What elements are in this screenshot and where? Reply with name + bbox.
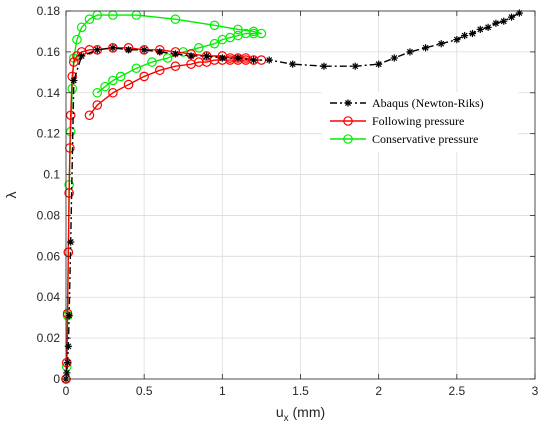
series-following-pressure-point (170, 61, 181, 71)
y-tick-label: 0.06 (37, 249, 61, 263)
y-tick-label: 0.16 (37, 45, 61, 59)
series-abaqus-newton-riks-point (234, 54, 242, 62)
series-conservative-pressure-point (108, 75, 118, 86)
x-tick-label: 2 (375, 384, 382, 398)
series-abaqus-newton-riks-point (67, 238, 75, 246)
series-abaqus-newton-riks-point (109, 44, 117, 52)
series-conservative-pressure-point (217, 34, 228, 45)
series-abaqus-newton-riks-point (375, 60, 383, 68)
series-abaqus-newton-riks-point (500, 17, 508, 25)
series-conservative-pressure-point (170, 14, 181, 24)
legend-label: Abaqus (Newton-Riks) (372, 96, 484, 110)
legend-marker (343, 134, 353, 144)
series-abaqus-newton-riks-point (78, 52, 86, 60)
series-conservative-pressure-point (233, 24, 243, 35)
x-tick-label: 1 (219, 384, 226, 398)
series-abaqus-newton-riks-point (187, 52, 195, 60)
series-abaqus-newton-riks-point (421, 44, 430, 52)
series-conservative-pressure-point (209, 38, 220, 49)
series-following-pressure-point (84, 110, 95, 121)
x-axis-label: ux (mm) (276, 404, 325, 424)
series-abaqus-newton-riks-point (65, 312, 73, 320)
series-abaqus-newton-riks-point (507, 13, 516, 21)
x-tick-label: 3 (532, 384, 539, 398)
series-abaqus-newton-riks-point (468, 29, 477, 38)
series-conservative-pressure-point (209, 20, 220, 31)
y-tick-label: 0.14 (37, 86, 61, 100)
x-tick-label: 1.5 (292, 384, 309, 398)
series-conservative-pressure-point (194, 42, 204, 53)
series-conservative-pressure-point (162, 53, 173, 63)
series-conservative-pressure-point (131, 63, 142, 74)
series-abaqus-newton-riks-point (437, 40, 445, 48)
series-following-pressure-point (139, 71, 149, 82)
legend-entry: Following pressure (330, 114, 464, 128)
series-abaqus-newton-riks-point (203, 52, 211, 60)
x-tick-label: 2.5 (448, 384, 465, 398)
legend: Abaqus (Newton-Riks) Following pressure Co… (322, 92, 518, 152)
legend-marker (344, 99, 352, 107)
series-abaqus-newton-riks-point (124, 46, 133, 54)
series-following-pressure-point (108, 87, 118, 98)
series-conservative-pressure-point (115, 71, 126, 82)
y-tick-label: 0.18 (37, 4, 61, 18)
x-tick-label: 0.5 (136, 384, 153, 398)
series-abaqus-newton-riks-point (406, 48, 414, 56)
legend-label: Following pressure (372, 114, 464, 128)
legend-entry: Conservative pressure (330, 132, 478, 146)
series-abaqus-newton-riks-point (140, 46, 148, 54)
series-abaqus-newton-riks-point (492, 19, 500, 27)
series-abaqus-newton-riks-point (250, 56, 258, 64)
series-abaqus-newton-riks-point (289, 60, 297, 68)
legend-label: Conservative pressure (372, 132, 478, 146)
series-conservative-pressure-point (72, 34, 82, 45)
y-tick-label: 0.04 (37, 290, 61, 304)
series-abaqus-newton-riks-point (70, 76, 78, 85)
series-following-pressure-point (65, 110, 76, 121)
series-following-pressure-point (92, 100, 103, 110)
series-conservative-pressure-point (100, 81, 110, 92)
series-abaqus-newton-riks-point (63, 359, 72, 367)
legend-marker (343, 116, 353, 126)
legend-box (322, 92, 518, 152)
y-tick-label: 0.02 (37, 331, 61, 345)
series-abaqus-newton-riks-point (515, 9, 523, 17)
series-conservative-pressure-point (84, 14, 95, 24)
series-abaqus-newton-riks-point (484, 23, 492, 31)
y-axis-label: λ (3, 192, 19, 199)
series-conservative-pressure-point (92, 87, 103, 98)
x-tick-label: 0 (63, 384, 70, 398)
series-conservative-pressure-point (147, 57, 157, 67)
series-following-pressure-point (123, 79, 134, 90)
y-tick-label: 0 (53, 372, 60, 386)
series-abaqus-newton-riks-point (93, 46, 101, 54)
y-tick-label: 0.08 (37, 208, 61, 222)
series-abaqus-newton-riks-point (320, 62, 328, 70)
series-abaqus-newton-riks-point (390, 54, 398, 62)
series-abaqus-newton-riks-point (156, 48, 164, 56)
series-abaqus-newton-riks-point (461, 31, 469, 40)
series-abaqus-newton-riks-point (171, 50, 180, 58)
series-abaqus-newton-riks-point (218, 54, 226, 62)
y-tick-label: 0.1 (43, 168, 60, 182)
series-abaqus-newton-riks-point (351, 62, 359, 70)
series-conservative-pressure-point (76, 22, 87, 33)
series-following-pressure-point (64, 188, 74, 198)
legend-entry: Abaqus (Newton-Riks) (330, 96, 484, 110)
series-following-pressure-point (69, 57, 79, 67)
series-following-pressure-point (186, 59, 196, 69)
series-abaqus-newton-riks-point (476, 25, 484, 33)
y-tick-label: 0.12 (37, 127, 61, 141)
series-abaqus-newton-riks-point (453, 36, 461, 44)
series-abaqus-newton-riks-point (63, 369, 71, 377)
ticks: 0 0.5 1 1.5 2 2.5 3 0 0.02 0.04 0.06 0.08 0.1 0.12 0.1… (37, 4, 539, 398)
series-abaqus-newton-riks-point (265, 56, 273, 64)
series-following-pressure-point (155, 65, 165, 76)
